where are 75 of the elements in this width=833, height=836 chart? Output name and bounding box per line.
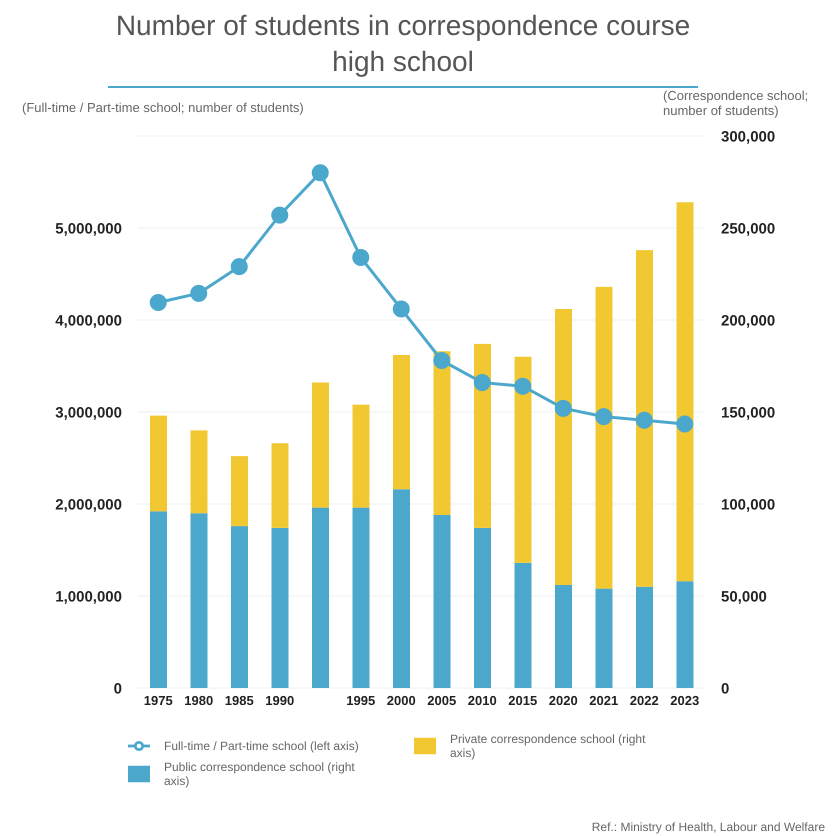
- x-tick-label: 1975: [144, 693, 173, 708]
- point: [514, 378, 532, 395]
- legend-label: Full-time / Part-time school (left axis): [164, 739, 360, 753]
- bar: [676, 202, 694, 582]
- bar: [352, 404, 370, 508]
- point: [595, 408, 612, 426]
- bar: [474, 528, 491, 688]
- x-tick-label: 2020: [548, 693, 578, 708]
- point: [352, 248, 370, 266]
- bar: [596, 286, 612, 589]
- x-tick-label: 2010: [468, 693, 497, 708]
- y-tick-label: 0: [114, 680, 122, 698]
- bar: [190, 430, 208, 514]
- point: [433, 352, 450, 369]
- x-tick-label: 1995: [346, 693, 376, 708]
- bar: [393, 489, 410, 688]
- y2-tick-label: 200,000: [721, 312, 776, 330]
- y-axis-title: (Full-time / Part-time school; number of students): [22, 100, 305, 115]
- bar: [555, 308, 572, 585]
- x-tick-label: 2023: [670, 693, 700, 708]
- bar: [514, 356, 532, 563]
- y2-tick-label: 250,000: [721, 220, 776, 238]
- y-tick-label: 5,000,000: [55, 220, 122, 238]
- bar: [312, 508, 329, 688]
- bar: [393, 354, 410, 490]
- point: [474, 374, 491, 392]
- chart-title: Number of students in correspondence course high school: [108, 8, 698, 88]
- point: [392, 300, 410, 318]
- y2-tick-label: 300,000: [721, 128, 776, 146]
- point: [312, 164, 329, 182]
- y2-axis-title: (Correspondence school; number of students): [663, 88, 810, 118]
- y-tick-label: 4,000,000: [55, 312, 122, 330]
- bar: [190, 513, 208, 688]
- point: [676, 415, 694, 432]
- bar: [474, 344, 491, 528]
- x-tick-label: 2005: [427, 693, 456, 708]
- y-tick-label: 2,000,000: [55, 496, 122, 514]
- point: [150, 294, 167, 312]
- point: [636, 412, 653, 429]
- bar: [150, 511, 167, 688]
- x-tick-label: 2021: [589, 693, 618, 708]
- legend-label: Public correspondence school (right axis): [164, 760, 356, 788]
- point: [554, 400, 572, 417]
- bar: [434, 351, 450, 516]
- bar: [231, 526, 248, 688]
- y-tick-label: 1,000,000: [55, 588, 122, 606]
- bar: [150, 416, 167, 512]
- x-tick-label: 2022: [630, 693, 659, 708]
- point: [190, 284, 208, 302]
- y2-tick-label: 50,000: [721, 588, 767, 606]
- y2-tick-label: 100,000: [721, 496, 776, 514]
- y2-tick-label: 150,000: [721, 404, 776, 422]
- bar: [272, 443, 288, 528]
- bar: [272, 528, 288, 688]
- bar: [676, 581, 694, 688]
- bar: [312, 382, 329, 508]
- bar: [231, 456, 248, 526]
- point: [230, 258, 248, 276]
- text: Ref.: Ministry of Health, Labour and Welfare: [592, 820, 825, 834]
- y2-tick-label: 0: [721, 680, 730, 698]
- bar: [596, 588, 612, 688]
- bar: [555, 584, 572, 688]
- x-tick-label: 1990: [265, 693, 294, 708]
- x-tick-label: 1980: [184, 693, 214, 708]
- legend-label: Private correspondence school (right axis): [450, 732, 646, 760]
- x-tick-label: 2000: [386, 693, 416, 708]
- bar: [514, 562, 532, 688]
- bar: [636, 250, 653, 587]
- y-tick-label: 3,000,000: [55, 404, 122, 422]
- x-tick-label: 2015: [508, 693, 538, 708]
- bar: [434, 515, 450, 688]
- bar: [636, 586, 653, 688]
- x-tick-label: 1985: [224, 693, 254, 708]
- bar: [352, 508, 370, 688]
- point: [271, 206, 288, 224]
